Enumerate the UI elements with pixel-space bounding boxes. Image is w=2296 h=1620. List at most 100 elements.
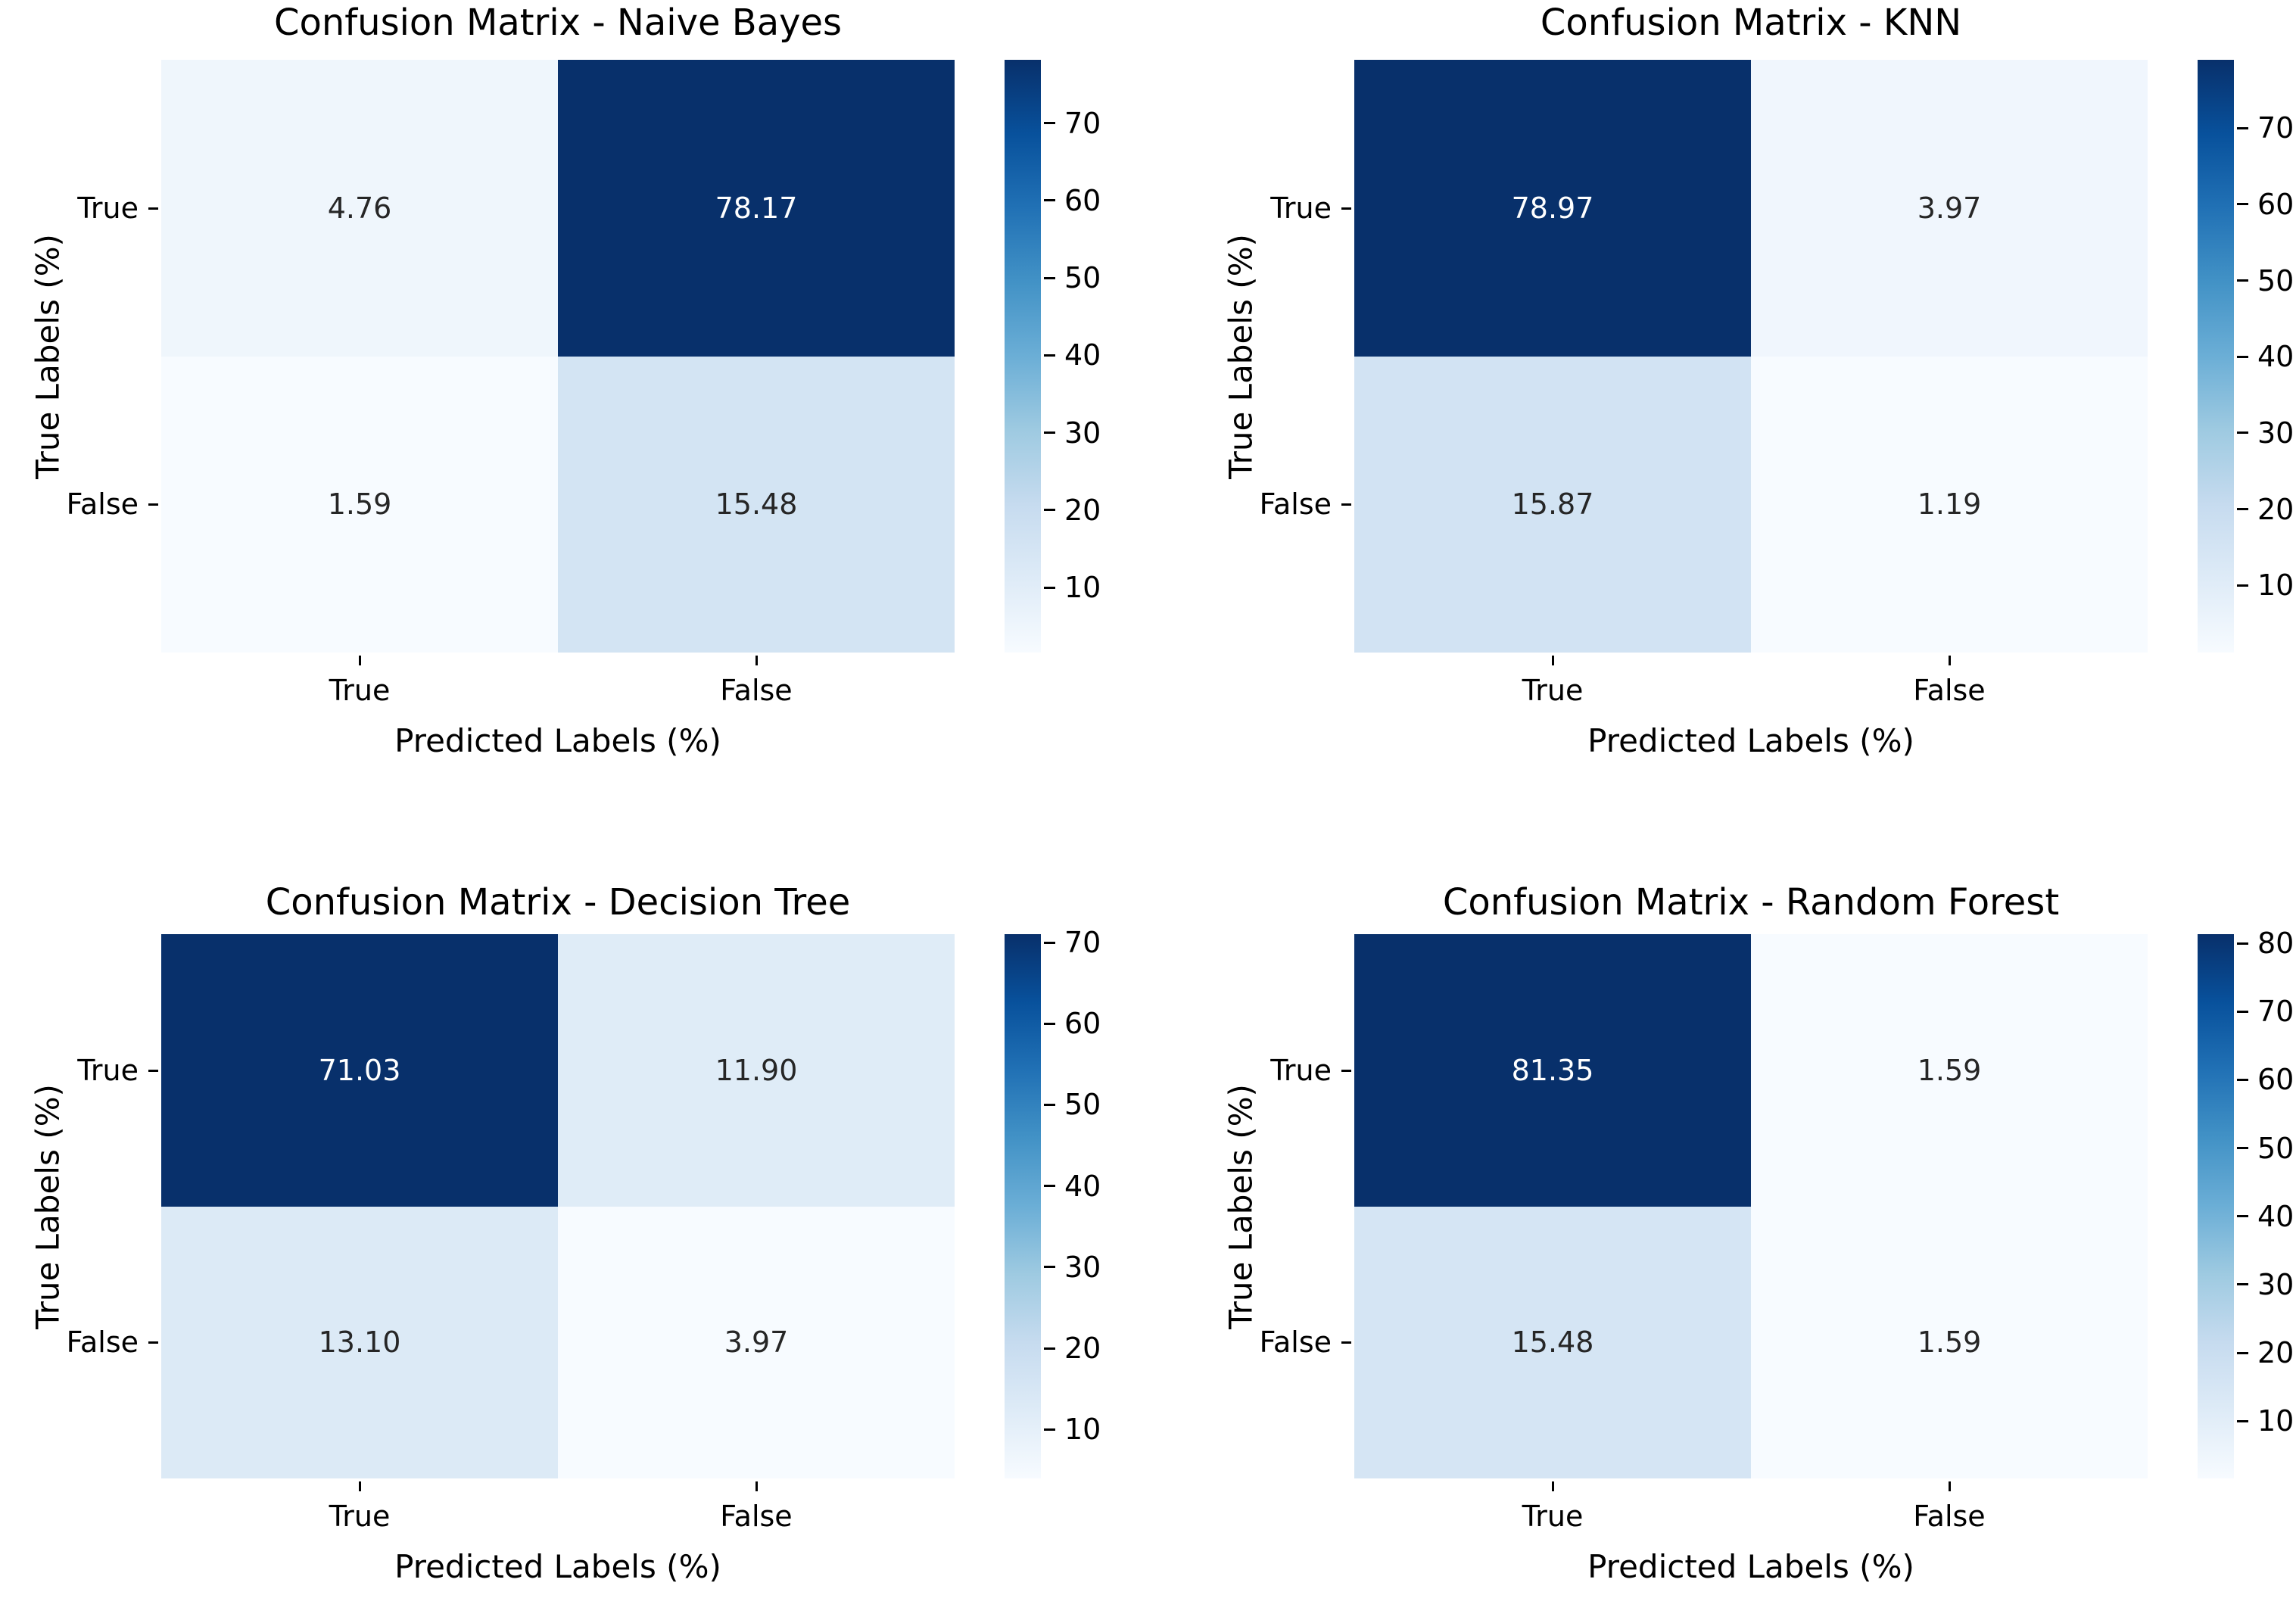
- colorbar-tick-label: 10: [1064, 1413, 1101, 1447]
- colorbar-tick: 60: [2234, 1063, 2294, 1096]
- heatmap-cell-true-false: 78.17: [558, 60, 955, 357]
- colorbar-tick: 20: [2234, 493, 2294, 526]
- x-axis-label: Predicted Labels (%): [394, 1548, 721, 1585]
- x-tick-label-true: True: [1522, 674, 1584, 707]
- colorbar-tick-label: 70: [1064, 926, 1101, 960]
- colorbar-tick: 40: [1041, 1170, 1101, 1203]
- x-axis-label: Predicted Labels (%): [1587, 1548, 1914, 1585]
- colorbar-tick-label: 30: [2257, 1267, 2294, 1301]
- chart-title: Confusion Matrix - Decision Tree: [265, 881, 851, 924]
- colorbar-tick-mark: [2237, 508, 2248, 511]
- x-tick-mark: [1949, 1481, 1951, 1491]
- y-tick-label-true: True: [77, 1053, 139, 1087]
- colorbar-tick-mark: [1044, 431, 1055, 435]
- colorbar-tick-label: 20: [2257, 492, 2294, 526]
- x-tick-mark: [1552, 1481, 1554, 1491]
- colorbar-tick-label: 40: [1064, 1169, 1101, 1203]
- colorbar-tick-label: 60: [2257, 187, 2294, 221]
- colorbar-tick: 60: [1041, 1007, 1101, 1040]
- colorbar-tick: 10: [1041, 571, 1101, 604]
- colorbar-tick-mark: [1044, 1185, 1055, 1188]
- colorbar-tick-mark: [1044, 586, 1055, 589]
- colorbar-tick-label: 50: [1064, 261, 1101, 295]
- colorbar-tick-label: 10: [2257, 1404, 2294, 1438]
- subplot-knn: Confusion Matrix - KNN True Labels (%) T…: [1148, 0, 2296, 810]
- heatmap-cell-false-true: 15.87: [1354, 356, 1751, 653]
- heatmap-cell-true-false: 11.90: [558, 934, 955, 1207]
- colorbar-tick-mark: [1044, 122, 1055, 125]
- colorbar-tick-label: 60: [1064, 183, 1101, 217]
- colorbar-tick-mark: [1044, 199, 1055, 202]
- heatmap: 71.03 11.90 13.10 3.97: [161, 934, 955, 1478]
- x-tick-label-true: True: [329, 1500, 391, 1533]
- y-tick-mark: [1341, 503, 1351, 506]
- colorbar-tick: 40: [2234, 1200, 2294, 1233]
- colorbar: 70 60 50 40 30 20 10: [1005, 926, 1101, 1478]
- colorbar: 80 70 60 50 40 30 20 10: [2198, 927, 2294, 1478]
- y-tick-mark: [148, 1341, 158, 1344]
- colorbar-tick-mark: [1044, 1022, 1055, 1025]
- heatmap: 78.97 3.97 15.87 1.19: [1354, 60, 2148, 653]
- x-tick-mark: [755, 1481, 758, 1491]
- colorbar-tick-label: 50: [2257, 1131, 2294, 1165]
- colorbar-tick: 70: [2234, 995, 2294, 1028]
- colorbar-tick-label: 30: [1064, 416, 1101, 450]
- y-tick-mark: [1341, 207, 1351, 210]
- colorbar-tick-label: 80: [2257, 927, 2294, 961]
- x-axis-label: Predicted Labels (%): [1587, 722, 1914, 759]
- y-axis-label: True Labels (%): [29, 1083, 67, 1329]
- y-tick-mark: [1341, 1341, 1351, 1344]
- heatmap-cell-false-false: 3.97: [558, 1206, 955, 1478]
- colorbar-tick-label: 70: [2257, 111, 2294, 145]
- colorbar-tick-mark: [1044, 941, 1055, 944]
- x-tick-label-true: True: [1522, 1500, 1584, 1533]
- colorbar-tick-label: 50: [1064, 1088, 1101, 1122]
- colorbar-tick-mark: [1044, 1103, 1055, 1106]
- heatmap-cell-false-false: 1.19: [1751, 356, 2148, 653]
- heatmap-cell-true-true: 81.35: [1354, 934, 1751, 1207]
- chart-title: Confusion Matrix - Random Forest: [1442, 881, 2060, 924]
- colorbar-tick: 30: [1041, 1251, 1101, 1284]
- x-tick-mark: [1949, 656, 1951, 665]
- colorbar-tick: 50: [2234, 264, 2294, 298]
- colorbar-tick: 50: [1041, 1088, 1101, 1121]
- y-axis-label: True Labels (%): [1222, 233, 1260, 479]
- colorbar-tick-mark: [2237, 1215, 2248, 1218]
- heatmap-cell-true-false: 1.59: [1751, 934, 2148, 1207]
- colorbar-tick-label: 40: [2257, 1199, 2294, 1233]
- y-tick-mark: [1341, 1069, 1351, 1072]
- y-axis-label: True Labels (%): [1222, 1083, 1260, 1329]
- colorbar-tick: 20: [2234, 1336, 2294, 1369]
- colorbar-tick-label: 40: [1064, 338, 1101, 372]
- heatmap-cell-true-false: 3.97: [1751, 60, 2148, 357]
- x-tick-label-false: False: [720, 674, 793, 707]
- colorbar: 70 60 50 40 30 20 10: [2198, 60, 2294, 653]
- colorbar-tick: 20: [1041, 1332, 1101, 1365]
- colorbar-tick-mark: [2237, 279, 2248, 282]
- y-tick-label-false: False: [1259, 1326, 1332, 1360]
- colorbar-tick-label: 10: [1064, 571, 1101, 604]
- colorbar-tick-mark: [2237, 584, 2248, 587]
- chart-title: Confusion Matrix - Naive Bayes: [273, 2, 843, 44]
- colorbar-tick-mark: [1044, 509, 1055, 512]
- colorbar-tick: 50: [1041, 261, 1101, 294]
- colorbar-tick-label: 20: [1064, 493, 1101, 527]
- colorbar-tick-label: 60: [1064, 1007, 1101, 1041]
- x-tick-label-false: False: [1913, 1500, 1986, 1533]
- x-tick-label-false: False: [720, 1500, 793, 1533]
- colorbar-tick-mark: [2237, 942, 2248, 945]
- heatmap-cell-false-true: 15.48: [1354, 1206, 1751, 1478]
- colorbar-tick-label: 10: [2257, 569, 2294, 603]
- colorbar-tick-label: 50: [2257, 263, 2294, 298]
- x-tick-mark: [359, 1481, 361, 1491]
- x-tick-mark: [1552, 656, 1554, 665]
- colorbar-tick: 80: [2234, 927, 2294, 960]
- colorbar-tick-mark: [2237, 431, 2248, 435]
- colorbar-tick: 20: [1041, 494, 1101, 527]
- heatmap-cell-false-true: 1.59: [161, 356, 558, 653]
- colorbar-tick-mark: [1044, 1266, 1055, 1269]
- y-axis-label: True Labels (%): [29, 233, 67, 479]
- colorbar: 70 60 50 40 30 20 10: [1005, 60, 1101, 653]
- colorbar-tick-mark: [2237, 203, 2248, 206]
